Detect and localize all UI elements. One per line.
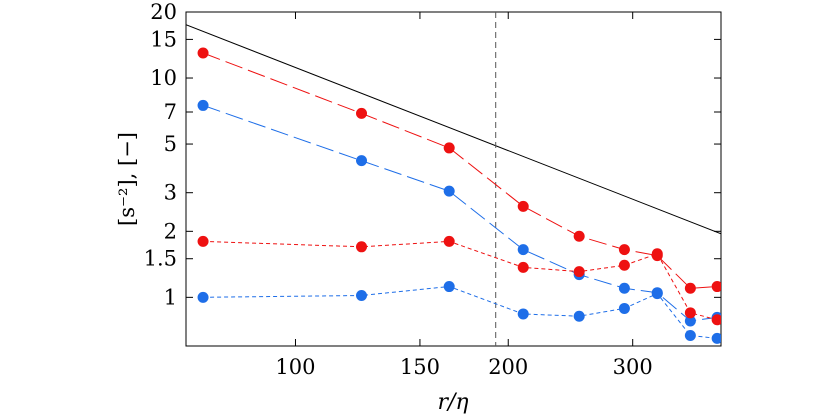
y-tick-label: 10 <box>150 66 177 90</box>
x-tick-label: 300 <box>613 355 653 379</box>
series-2-point <box>618 282 630 294</box>
y-tick-label: 7 <box>164 100 177 124</box>
series-4-point <box>573 310 585 322</box>
series-2-point <box>356 155 368 167</box>
x-tick-label: 150 <box>400 355 440 379</box>
series-1-point <box>684 282 696 294</box>
series-4-point <box>197 291 209 303</box>
y-tick-label: 1 <box>164 285 177 309</box>
series-1-point <box>573 230 585 242</box>
series-2-point <box>517 244 529 256</box>
series-2-point <box>197 99 209 111</box>
series-3-point <box>443 235 455 247</box>
series-1-point <box>197 47 209 59</box>
y-tick-label: 3 <box>164 181 177 205</box>
series-2-point <box>443 185 455 197</box>
y-axis-label: [s⁻²], [−] <box>115 132 139 226</box>
series-3-point <box>684 307 696 319</box>
series-3-point <box>197 235 209 247</box>
y-tick-label: 5 <box>164 132 177 156</box>
y-tick-label: 15 <box>150 27 177 51</box>
series-1-point <box>618 244 630 256</box>
series-3-point <box>651 248 663 260</box>
series-1-point <box>443 142 455 154</box>
series-4-point <box>651 288 663 300</box>
series-3-point <box>573 266 585 278</box>
series-4-point <box>684 329 696 341</box>
series-2-point <box>684 315 696 327</box>
y-tick-label: 2 <box>164 219 177 243</box>
x-tick-label: 200 <box>488 355 528 379</box>
series-4-line <box>203 285 718 339</box>
series-1-point <box>356 107 368 119</box>
series-3-point <box>356 241 368 253</box>
series-4-point <box>356 289 368 301</box>
series-4-point <box>443 281 455 293</box>
x-axis-label: r/η <box>437 390 468 415</box>
series-1-point <box>517 200 529 212</box>
y-tick-label: 1.5 <box>144 247 177 271</box>
series-1-point <box>711 281 721 293</box>
series-4-point <box>517 308 529 320</box>
series-3-point <box>711 314 721 326</box>
series-3-line <box>203 240 718 321</box>
y-tick-label: 20 <box>150 0 177 24</box>
series-4-point <box>618 302 630 314</box>
series-4-point <box>711 332 721 344</box>
reference-line <box>186 24 721 235</box>
series-1-line <box>202 52 718 289</box>
series-3-point <box>517 261 529 273</box>
x-tick-label: 100 <box>275 355 315 379</box>
series-3-point <box>618 259 630 271</box>
plot-frame <box>185 11 722 347</box>
series-2-line <box>202 104 718 322</box>
